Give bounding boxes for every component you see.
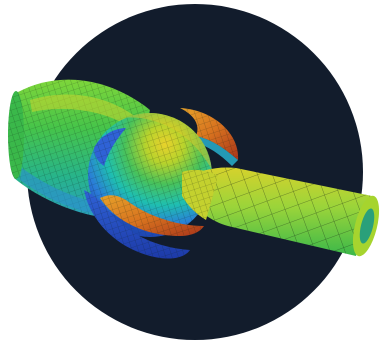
socket-front-cup	[84, 128, 204, 259]
right-shaft	[182, 167, 380, 257]
socket-back-cup	[180, 108, 239, 166]
